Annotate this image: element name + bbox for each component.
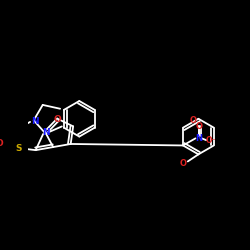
Text: O: O xyxy=(53,115,61,124)
Text: O: O xyxy=(196,122,202,131)
Text: N: N xyxy=(31,117,38,126)
Text: S: S xyxy=(16,144,22,152)
Text: O⁻: O⁻ xyxy=(205,136,216,144)
Text: O: O xyxy=(190,116,196,125)
Text: N: N xyxy=(196,134,202,143)
Text: O: O xyxy=(0,140,3,148)
Text: N: N xyxy=(42,128,49,137)
Text: O: O xyxy=(180,159,187,168)
